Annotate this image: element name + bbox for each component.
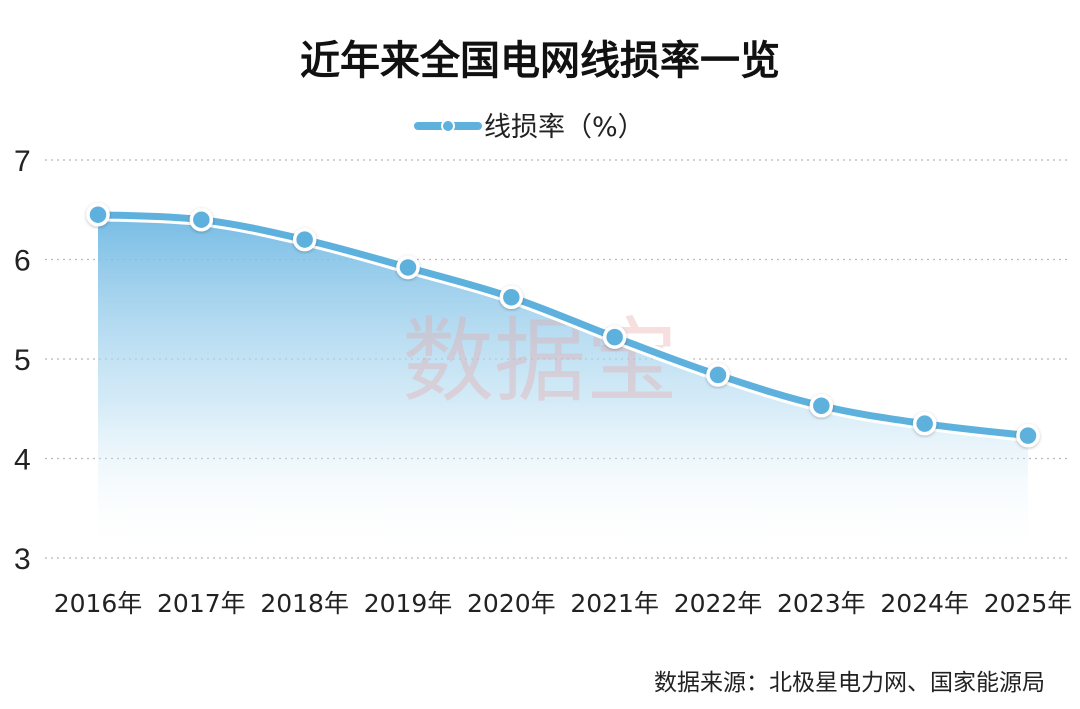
data-point-2021年 (602, 325, 627, 349)
x-tick-label-2023年: 2023年 (777, 589, 866, 618)
y-tick-label-7: 7 (14, 145, 31, 178)
x-tick-label-2024年: 2024年 (880, 589, 969, 618)
data-point-2022年 (706, 363, 730, 387)
data-point-2018年 (292, 227, 317, 252)
data-point-2025年 (1016, 423, 1040, 448)
x-tick-label-2025年: 2025年 (984, 589, 1073, 618)
legend: 线损率（%） (414, 112, 645, 143)
area-fill (98, 214, 1028, 558)
data-point-2024年 (912, 411, 937, 436)
legend-marker-swatch (441, 119, 455, 133)
data-point-2020年 (499, 285, 524, 310)
series-line-path (94, 211, 1032, 440)
x-tick-label-2017年: 2017年 (157, 589, 246, 618)
x-axis: 2016年 2017年 2018年 2019年 2020年 2021年 2022年 2023年… (54, 589, 1073, 618)
data-point-2019年 (396, 255, 420, 280)
data-points (86, 202, 1040, 448)
y-tick-label-5: 5 (14, 344, 31, 377)
x-tick-label-2020年: 2020年 (467, 589, 556, 618)
x-tick-label-2016年: 2016年 (54, 589, 143, 618)
series-line (91, 208, 1035, 443)
x-tick-label-2021年: 2021年 (570, 589, 659, 618)
data-point-2016年 (86, 202, 110, 227)
x-tick-label-2018年: 2018年 (260, 589, 349, 618)
chart-title: 近年来全国电网线损率一览 (300, 38, 780, 84)
data-point-2017年 (189, 207, 214, 232)
x-tick-label-2019年: 2019年 (364, 589, 453, 618)
x-tick-label-2022年: 2022年 (674, 589, 763, 618)
y-axis: 3 4 5 6 7 (14, 145, 31, 576)
data-point-2023年 (809, 394, 834, 418)
legend-label: 线损率（%） (484, 112, 645, 143)
y-tick-label-6: 6 (14, 245, 31, 278)
source-note: 数据来源：北极星电力网、国家能源局 (654, 670, 1045, 696)
y-tick-label-4: 4 (14, 444, 31, 477)
watermark-text: 数据宝 (402, 308, 678, 415)
y-tick-label-3: 3 (14, 543, 31, 576)
area-shape (98, 214, 1028, 558)
